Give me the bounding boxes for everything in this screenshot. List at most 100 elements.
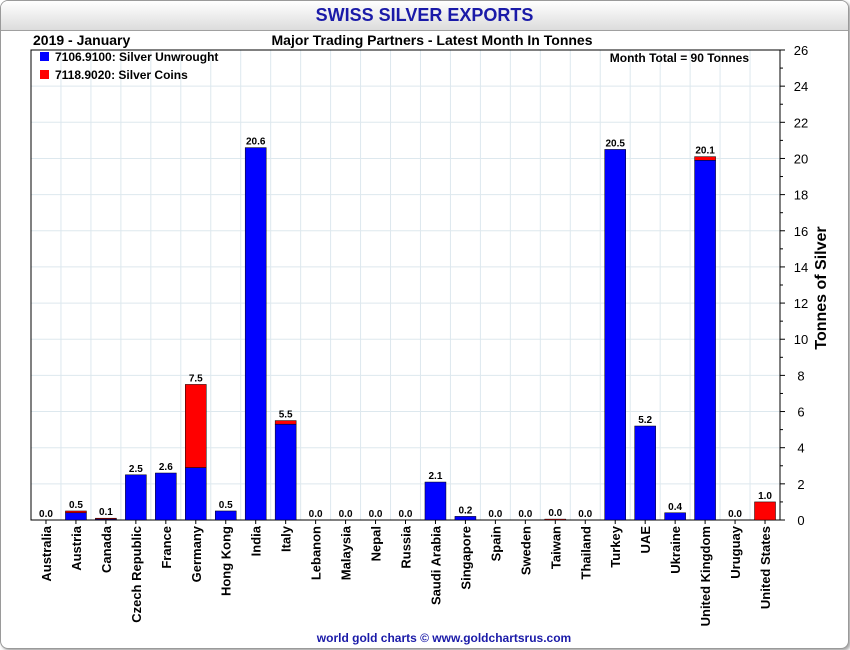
data-label: 0.0 (488, 509, 502, 520)
data-label: 0.0 (309, 509, 323, 520)
bar-canada-coins (95, 517, 117, 520)
data-label: 0.4 (668, 502, 682, 513)
x-tick-label: Lebanon (309, 526, 324, 580)
data-label: 7.5 (189, 373, 203, 384)
y-tick-label: 26 (794, 43, 808, 58)
y-tick-label: 22 (794, 115, 808, 130)
legend-swatch (40, 70, 49, 79)
x-tick-label: Malaysia (339, 525, 354, 580)
x-tick-label: Turkey (608, 525, 623, 567)
data-label: 0.0 (518, 509, 532, 520)
bar-germany-unwrought (185, 467, 207, 521)
period-label: 2019 - January (33, 32, 130, 48)
legend-entry: 7106.9100: Silver Unwrought (55, 50, 218, 64)
y-tick-label: 20 (794, 151, 808, 166)
bar-czech-republic-unwrought (125, 474, 147, 521)
x-tick-label: Uruguay (728, 525, 743, 579)
x-tick-label: Australia (39, 525, 54, 581)
x-tick-label: Nepal (369, 526, 384, 561)
data-label: 0.0 (578, 509, 592, 520)
x-tick-label: United States (758, 526, 773, 609)
bar-france-unwrought (155, 472, 177, 521)
bar-united-kingdom-coins (694, 156, 716, 161)
bars-group: 0.0 0.5 0.1 2.5 2.6 7.5 0.5 20.6 5.5 0.0 0.0 0.0 0.0… (39, 137, 776, 521)
data-label: 5.5 (279, 410, 293, 421)
data-label: 0.5 (219, 500, 233, 511)
x-tick-label: Ukraine (668, 526, 683, 574)
data-label: 0.0 (339, 509, 353, 520)
x-tick-label: Spain (488, 526, 503, 561)
x-tick-label: Italy (279, 525, 294, 552)
data-label: 0.2 (458, 505, 472, 516)
bar-india-unwrought (244, 147, 267, 521)
chart-title: SWISS SILVER EXPORTS (1, 1, 848, 31)
data-label: 2.5 (129, 464, 143, 475)
x-tick-label: Sweden (518, 526, 533, 575)
data-label: 0.0 (548, 508, 562, 519)
x-tick-label: Germany (189, 525, 204, 582)
y-axis-label: Tonnes of Silver (813, 226, 830, 349)
y-tick-label: 0 (797, 513, 804, 528)
data-label: 20.1 (695, 146, 715, 157)
x-tick-label: UAE (638, 526, 653, 554)
bar-united-states-coins (754, 501, 776, 521)
y-tick-label: 10 (794, 332, 808, 347)
bar-italy-unwrought (274, 423, 297, 521)
x-tick-label: Singapore (458, 526, 473, 590)
data-label: 0.0 (399, 509, 413, 520)
y-tick-label: 18 (794, 188, 808, 203)
chart-subtitle: Major Trading Partners - Latest Month In… (272, 32, 593, 48)
x-tick-label: Taiwan (548, 526, 563, 569)
plot-area (30, 49, 781, 521)
data-label: 2.1 (429, 471, 443, 482)
data-label: 0.0 (369, 509, 383, 520)
x-tick-label: Hong Kong (219, 526, 234, 596)
x-tick-label: Thailand (578, 526, 593, 580)
data-label: 20.6 (246, 137, 266, 148)
y-tick-label: 6 (797, 405, 804, 420)
bar-uae-unwrought (634, 425, 656, 521)
bar-austria-unwrought (65, 512, 87, 521)
bar-taiwan-coins (544, 518, 567, 521)
data-label: 0.1 (99, 507, 113, 518)
y-tick-label: 24 (794, 79, 808, 94)
y-tick-label: 16 (794, 224, 808, 239)
data-label: 0.0 (39, 509, 53, 520)
data-label: 0.5 (69, 500, 83, 511)
bar-ukraine-unwrought (664, 512, 686, 521)
x-tick-label: Russia (399, 525, 414, 568)
x-tick-label: Austria (69, 525, 84, 571)
x-axis: Australia Austria Canada Czech Republic Fran… (39, 520, 773, 626)
x-tick-label: Czech Republic (129, 526, 144, 623)
bar-italy-coins (274, 420, 297, 425)
y-tick-label: 14 (794, 260, 808, 275)
legend-entry: 7118.9020: Silver Coins (55, 68, 188, 82)
bar-saudi-arabia-unwrought (424, 481, 447, 521)
x-tick-label: India (249, 525, 264, 556)
x-tick-label: United Kingdom (698, 526, 713, 626)
bar-austria-coins (65, 510, 87, 514)
bar-turkey-unwrought (604, 149, 626, 521)
data-label: 5.2 (638, 415, 652, 426)
bar-singapore-unwrought (454, 516, 477, 521)
month-total-annotation: Month Total = 90 Tonnes (610, 51, 750, 65)
x-tick-label: France (159, 526, 174, 569)
bar-germany-coins (185, 384, 207, 468)
legend: 7106.9100: Silver Unwrought 7118.9020: Si… (40, 50, 218, 82)
data-label: 20.5 (605, 138, 625, 149)
bar-united-kingdom-unwrought (694, 160, 716, 521)
legend-swatch (40, 52, 49, 61)
x-tick-label: Canada (99, 525, 114, 573)
data-label: 2.6 (159, 462, 173, 473)
footer-credit: world gold charts © www.goldchartsrus.co… (316, 631, 571, 645)
y-tick-label: 2 (797, 477, 804, 492)
x-tick-label: Saudi Arabia (428, 525, 443, 605)
bar-hong-kong-unwrought (214, 510, 237, 521)
data-label: 1.0 (758, 491, 772, 502)
y-tick-label: 8 (797, 368, 804, 383)
y-tick-label: 12 (794, 296, 808, 311)
data-label: 0.0 (728, 509, 742, 520)
y-tick-label: 4 (797, 441, 804, 456)
